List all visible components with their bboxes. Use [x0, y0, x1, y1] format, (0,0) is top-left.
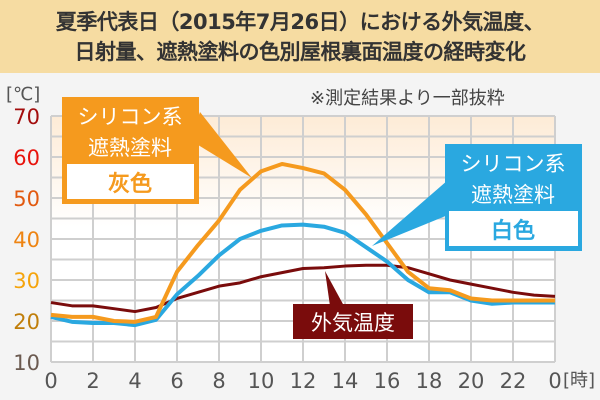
x-tick-label: 20 — [458, 369, 485, 393]
series-line-outside — [50, 263, 556, 314]
x-axis-unit: [時] — [563, 370, 595, 391]
x-tick-label: 16 — [374, 369, 401, 393]
legend-outside: 外気温度 — [293, 271, 413, 339]
y-tick-label: 20 — [13, 310, 40, 334]
y-tick-label: 30 — [13, 269, 40, 293]
x-tick-label: 18 — [416, 369, 443, 393]
gray-label-line1: シリコン系 — [78, 105, 183, 129]
x-axis: 0 2 4 6 8 10 12 14 16 18 20 22 0 — [44, 369, 561, 393]
note: ※測定結果より一部抜粋 — [310, 88, 505, 109]
x-tick-label: 14 — [332, 369, 359, 393]
gray-color-label: 灰色 — [108, 171, 152, 197]
x-tick-label: 0 — [548, 369, 561, 393]
gray-label-line2: 遮熱塗料 — [88, 136, 172, 160]
x-tick-label: 10 — [248, 369, 275, 393]
y-axis-unit: [℃] — [6, 84, 40, 105]
outside-label: 外気温度 — [311, 311, 395, 335]
x-tick-label: 2 — [86, 369, 99, 393]
title-line-2: 日射量、遮熱塗料の色別屋根裏面温度の経時変化 — [74, 39, 527, 64]
outside-callout-pointer — [325, 271, 344, 306]
gray-color-box — [67, 164, 194, 199]
series-lines — [50, 161, 556, 328]
y-tick-label: 10 — [13, 351, 40, 375]
series-line-gray — [50, 161, 555, 324]
series-line-white — [50, 222, 555, 328]
legend-gray: シリコン系 遮熱塗料 灰色 — [62, 97, 252, 204]
x-tick-label: 8 — [212, 369, 225, 393]
outside-callout-box — [293, 304, 413, 339]
white-color-label: 白色 — [491, 218, 535, 244]
white-label-line2: 遮熱塗料 — [471, 183, 555, 207]
x-tick-label: 22 — [500, 369, 527, 393]
x-tick-label: 6 — [170, 369, 183, 393]
title-line-1: 夏季代表日（2015年7月26日）における外気温度、 — [55, 9, 545, 34]
gray-callout-pointer — [190, 112, 252, 178]
x-tick-label: 0 — [44, 369, 57, 393]
y-tick-label: 50 — [13, 187, 40, 211]
y-tick-label: 70 — [13, 105, 40, 129]
x-tick-label: 12 — [290, 369, 317, 393]
y-axis: 70 60 50 40 30 20 10 — [13, 105, 40, 375]
legend-white: シリコン系 遮熱塗料 白色 — [372, 144, 582, 251]
white-callout-pointer — [372, 180, 448, 246]
x-tick-label: 4 — [128, 369, 141, 393]
chart-title: 夏季代表日（2015年7月26日）における外気温度、 日射量、遮熱塗料の色別屋根… — [0, 0, 600, 73]
y-tick-label: 40 — [13, 228, 40, 252]
white-label-line1: シリコン系 — [461, 152, 566, 176]
white-color-box — [449, 211, 578, 246]
y-tick-label: 60 — [13, 146, 40, 170]
